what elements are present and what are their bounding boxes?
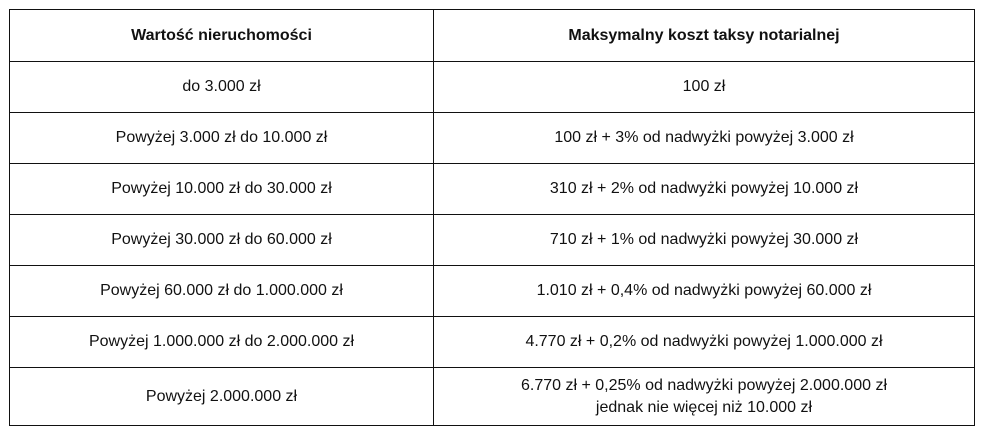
table-header: Wartość nieruchomości Maksymalny koszt t… (9, 9, 975, 62)
notary-fee-cell: 310 zł + 2% od nadwyżki powyżej 10.000 z… (433, 163, 975, 215)
notary-fee-cell: 710 zł + 1% od nadwyżki powyżej 30.000 z… (433, 214, 975, 266)
notary-fee-line-2: jednak nie więcej niż 10.000 zł (595, 398, 813, 416)
property-value-cell: Powyżej 1.000.000 zł do 2.000.000 zł (9, 316, 434, 368)
notary-fee-cell: 4.770 zł + 0,2% od nadwyżki powyżej 1.00… (433, 316, 975, 368)
table-row: Powyżej 3.000 zł do 10.000 zł 100 zł + 3… (9, 112, 975, 164)
notary-fee-cell: 100 zł (433, 61, 975, 113)
table-row: do 3.000 zł 100 zł (9, 61, 975, 113)
notary-fee-cell: 1.010 zł + 0,4% od nadwyżki powyżej 60.0… (433, 265, 975, 317)
property-value-cell: do 3.000 zł (9, 61, 434, 113)
table-row: Powyżej 1.000.000 zł do 2.000.000 zł 4.7… (9, 316, 975, 368)
property-value-cell: Powyżej 3.000 zł do 10.000 zł (9, 112, 434, 164)
table-row: Powyżej 10.000 zł do 30.000 zł 310 zł + … (9, 163, 975, 215)
table-row: Powyżej 2.000.000 zł 6.770 zł + 0,25% od… (9, 367, 975, 426)
header-max-notary-fee: Maksymalny koszt taksy notarialnej (433, 9, 975, 62)
property-value-cell: Powyżej 2.000.000 zł (9, 367, 434, 426)
property-value-cell: Powyżej 60.000 zł do 1.000.000 zł (9, 265, 434, 317)
property-value-cell: Powyżej 10.000 zł do 30.000 zł (9, 163, 434, 215)
notary-fee-cell: 6.770 zł + 0,25% od nadwyżki powyżej 2.0… (433, 367, 975, 426)
notary-fee-table: Wartość nieruchomości Maksymalny koszt t… (9, 9, 975, 426)
header-property-value: Wartość nieruchomości (9, 9, 434, 62)
property-value-cell: Powyżej 30.000 zł do 60.000 zł (9, 214, 434, 266)
notary-fee-table-container: Wartość nieruchomości Maksymalny koszt t… (9, 9, 975, 426)
table-row: Powyżej 60.000 zł do 1.000.000 zł 1.010 … (9, 265, 975, 317)
notary-fee-cell: 100 zł + 3% od nadwyżki powyżej 3.000 zł (433, 112, 975, 164)
table-body: do 3.000 zł 100 zł Powyżej 3.000 zł do 1… (9, 61, 975, 426)
table-row: Powyżej 30.000 zł do 60.000 zł 710 zł + … (9, 214, 975, 266)
header-row: Wartość nieruchomości Maksymalny koszt t… (9, 9, 975, 62)
notary-fee-line-1: 6.770 zł + 0,25% od nadwyżki powyżej 2.0… (520, 376, 887, 394)
